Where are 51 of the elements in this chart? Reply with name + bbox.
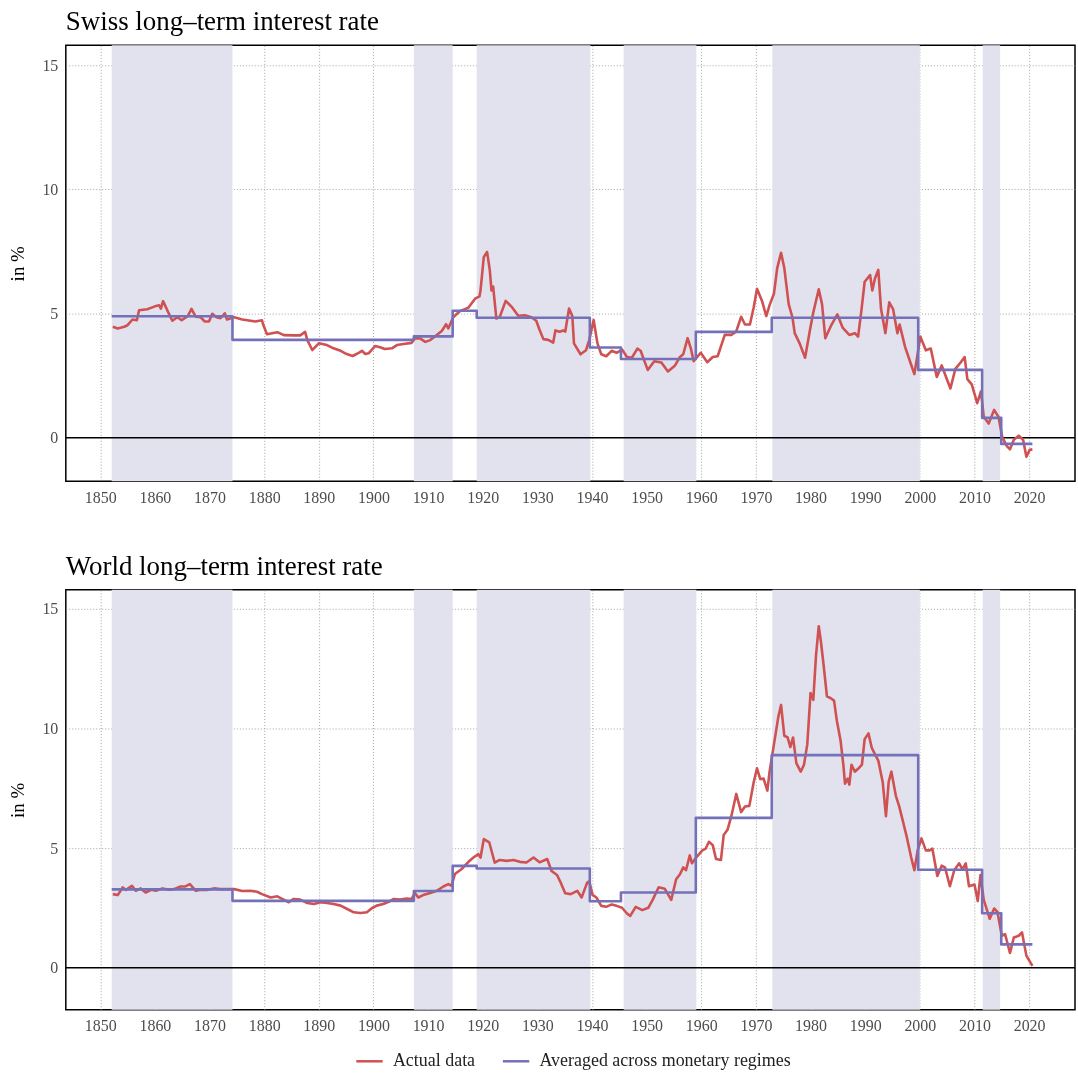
x-tick-label: 1850 bbox=[84, 488, 117, 506]
y-axis-title: in % bbox=[7, 245, 29, 282]
x-tick-label: 1850 bbox=[84, 1017, 117, 1035]
y-tick-label: 10 bbox=[42, 720, 59, 738]
x-tick-label: 2000 bbox=[904, 488, 937, 506]
legend-label: Averaged across monetary regimes bbox=[539, 1050, 791, 1071]
x-tick-label: 1870 bbox=[194, 488, 226, 506]
x-tick-label: 1940 bbox=[576, 488, 609, 506]
y-tick-label: 0 bbox=[50, 959, 59, 977]
x-tick-label: 1950 bbox=[631, 1017, 664, 1035]
x-tick-label: 1890 bbox=[303, 1017, 336, 1035]
x-tick-label: 1900 bbox=[358, 1017, 390, 1035]
x-tick-label: 2000 bbox=[904, 1017, 937, 1035]
x-tick-label: 1940 bbox=[576, 1017, 609, 1035]
x-tick-label: 1930 bbox=[521, 1017, 554, 1035]
y-tick-label: 15 bbox=[42, 600, 59, 618]
y-axis-title: in % bbox=[7, 782, 29, 818]
x-tick-label: 1920 bbox=[467, 488, 500, 506]
x-tick-label: 2010 bbox=[959, 1017, 991, 1035]
line-series bbox=[111, 250, 1034, 459]
y-tick-label: 15 bbox=[42, 56, 59, 74]
x-tick-label: 1900 bbox=[358, 488, 390, 506]
x-tick-label: 1990 bbox=[849, 1017, 882, 1035]
x-tick-label: 1870 bbox=[194, 1017, 226, 1035]
x-tick-label: 1860 bbox=[139, 1017, 172, 1035]
x-tick-label: 1990 bbox=[849, 488, 882, 506]
x-tick-label: 1960 bbox=[685, 488, 718, 506]
x-tick-label: 1880 bbox=[248, 488, 281, 506]
x-tick-label: 1890 bbox=[303, 488, 336, 506]
legend-label: Actual data bbox=[392, 1050, 476, 1071]
y-tick-label: 0 bbox=[50, 429, 59, 447]
y-tick-label: 5 bbox=[50, 839, 59, 857]
x-tick-label: 1970 bbox=[740, 488, 773, 506]
x-tick-label: 1920 bbox=[467, 1017, 500, 1035]
y-tick-label: 10 bbox=[42, 180, 59, 198]
x-tick-label: 1910 bbox=[412, 488, 445, 506]
x-tick-label: 2020 bbox=[1013, 1017, 1046, 1035]
chart-title: World long–term interest rate bbox=[65, 550, 383, 581]
x-tick-label: 1930 bbox=[521, 488, 554, 506]
x-tick-label: 2010 bbox=[959, 488, 991, 506]
x-tick-label: 1950 bbox=[631, 488, 664, 506]
x-tick-label: 1980 bbox=[795, 1017, 828, 1035]
x-tick-label: 1970 bbox=[740, 1017, 773, 1035]
chart-title: Swiss long–term interest rate bbox=[65, 6, 379, 37]
x-tick-label: 1980 bbox=[795, 488, 828, 506]
x-tick-label: 2020 bbox=[1013, 488, 1046, 506]
x-tick-label: 1910 bbox=[412, 1017, 445, 1035]
y-tick-label: 5 bbox=[50, 305, 59, 323]
x-tick-label: 1860 bbox=[139, 488, 172, 506]
x-tick-label: 1880 bbox=[248, 1017, 281, 1035]
x-tick-label: 1960 bbox=[685, 1017, 718, 1035]
